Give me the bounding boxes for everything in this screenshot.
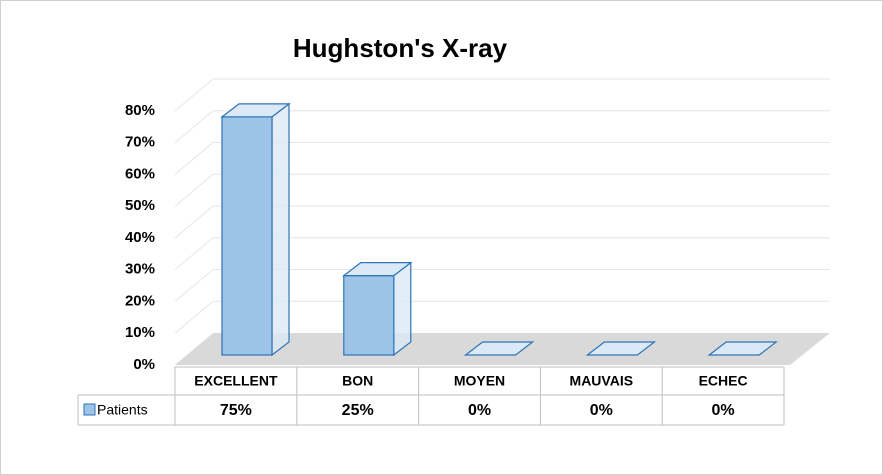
grid-line: [174, 300, 214, 334]
x-tick-label: MAUVAIS: [570, 373, 634, 389]
bar-top: [707, 341, 778, 356]
grid-line: [174, 205, 214, 239]
x-tick-label: ECHEC: [699, 373, 748, 389]
grid-line: [174, 237, 214, 271]
table-value: 0%: [712, 402, 735, 419]
y-tick-label: 50%: [125, 197, 155, 214]
chart-title: Hughston's X-ray: [293, 33, 508, 63]
legend-label: Patients: [97, 402, 148, 418]
y-tick-label: 0%: [133, 356, 155, 373]
grid-line: [174, 173, 214, 207]
x-tick-label: MOYEN: [454, 373, 505, 389]
bar-top: [220, 103, 291, 118]
legend-swatch: [83, 403, 96, 416]
grid-line: [174, 78, 214, 112]
grid-line: [174, 110, 214, 144]
bar-side: [393, 261, 412, 357]
y-tick-label: 30%: [125, 261, 155, 278]
y-tick-label: 80%: [125, 102, 155, 119]
table-value: 0%: [468, 402, 491, 419]
y-tick-label: 70%: [125, 134, 155, 151]
table-value: 75%: [220, 402, 252, 419]
grid-line: [174, 269, 214, 302]
bar-top: [463, 341, 535, 356]
bar-top: [585, 341, 657, 356]
x-tick-label: BON: [342, 373, 373, 389]
bar-top: [342, 262, 413, 277]
bar: [221, 116, 273, 356]
table-value: 0%: [590, 402, 613, 419]
table-value: 25%: [342, 402, 374, 419]
y-tick-label: 40%: [125, 229, 155, 246]
bar: [343, 275, 395, 356]
grid-line: [174, 142, 214, 175]
y-tick-label: 60%: [125, 165, 155, 182]
bar-side: [271, 102, 290, 357]
y-tick-label: 10%: [125, 324, 155, 341]
x-tick-label: EXCELLENT: [194, 373, 278, 389]
y-tick-label: 20%: [125, 292, 155, 309]
